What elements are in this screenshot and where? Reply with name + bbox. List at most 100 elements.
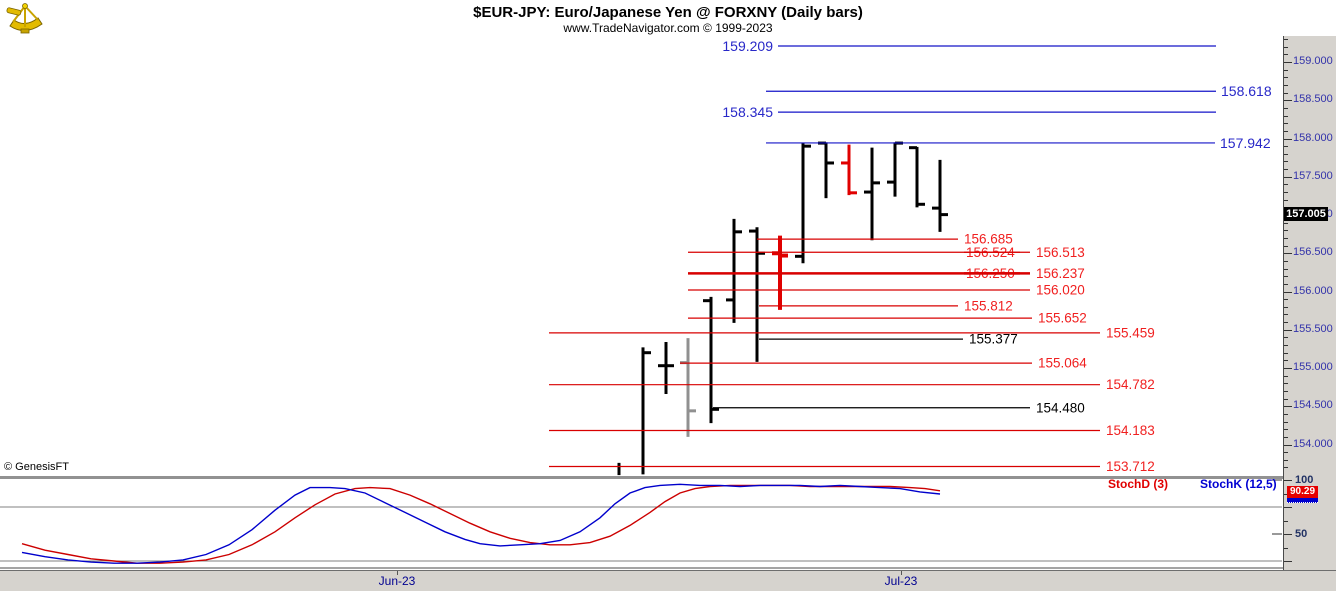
- stochk-value-badge: [1287, 498, 1318, 503]
- ohlc-bar: [749, 227, 765, 362]
- chart-title: $EUR-JPY: Euro/Japanese Yen @ FORXNY (Da…: [473, 4, 863, 21]
- price-axis-tick: [1284, 146, 1288, 148]
- price-level-label[interactable]: 155.377: [969, 332, 1018, 347]
- ohlc-bar: [641, 347, 651, 475]
- price-axis-tick: [1284, 222, 1288, 224]
- price-axis-tick: [1284, 54, 1288, 56]
- price-level-label[interactable]: 155.812: [964, 298, 1013, 313]
- ohlc-bar: [658, 341, 674, 395]
- price-level-label[interactable]: 155.652: [1038, 311, 1087, 326]
- price-axis-tick: [1284, 314, 1288, 316]
- stoch-axis-tick: [1284, 547, 1288, 549]
- stoch-axis-tick: [1284, 480, 1292, 481]
- price-axis-tick: [1284, 100, 1292, 102]
- genesisft-sextant-logo-icon: [6, 3, 43, 34]
- price-level-label[interactable]: 156.237: [1036, 266, 1085, 281]
- price-axis-tick: [1284, 375, 1288, 377]
- price-level-label[interactable]: 156.020: [1036, 282, 1085, 297]
- price-level-label[interactable]: 159.209: [722, 38, 773, 54]
- price-level-label[interactable]: 154.782: [1106, 377, 1155, 392]
- price-axis-tick: [1284, 421, 1288, 423]
- price-axis-tick: [1284, 352, 1288, 354]
- price-level-label[interactable]: 158.618: [1221, 83, 1272, 99]
- price-level-label[interactable]: 156.685: [964, 232, 1013, 247]
- ohlc-bar: [841, 144, 857, 196]
- stochd-value-badge: 90.29: [1287, 486, 1318, 498]
- price-axis-tick: [1284, 368, 1292, 369]
- stoch-axis-tick: [1284, 534, 1292, 535]
- stochd-line: [21, 484, 941, 564]
- price-axis-tick: [1284, 184, 1288, 186]
- price-level-label[interactable]: 157.942: [1220, 135, 1271, 151]
- price-axis-tick: [1284, 245, 1288, 247]
- price-axis-tick: [1284, 406, 1292, 408]
- price-axis-tick: [1284, 390, 1288, 392]
- stoch-axis-label: 100: [1295, 474, 1314, 486]
- price-level-label[interactable]: 156.513: [1036, 245, 1085, 260]
- ohlc-bar: [909, 146, 925, 208]
- price-axis-tick: [1284, 115, 1288, 117]
- price-axis-tick: [1284, 322, 1288, 324]
- price-axis: 157.005 90.29 159.000 158.500 158.000 157.5…: [1283, 36, 1336, 570]
- price-axis-label: 157.500: [1293, 169, 1333, 182]
- price-axis-tick: [1284, 398, 1288, 400]
- price-axis-tick: [1284, 268, 1288, 270]
- price-axis-tick: [1284, 413, 1288, 415]
- panel-separator: [0, 476, 1283, 479]
- price-axis-tick: [1284, 276, 1288, 278]
- price-axis-tick: [1284, 46, 1288, 48]
- price-axis-tick: [1284, 306, 1288, 308]
- ohlc-bar: [864, 147, 880, 241]
- price-axis-tick: [1284, 107, 1288, 109]
- date-axis-tick: [901, 571, 902, 575]
- stochastic-panel-canvas: [0, 479, 1283, 569]
- stochk-indicator-label: StochK (12,5): [1200, 477, 1277, 491]
- ohlc-bar: [932, 159, 948, 232]
- price-axis-tick: [1284, 199, 1288, 201]
- price-axis-tick: [1284, 130, 1288, 132]
- price-axis-tick: [1284, 283, 1288, 285]
- ohlc-bar: [703, 296, 719, 424]
- price-axis-tick: [1284, 77, 1288, 79]
- price-axis-tick: [1284, 84, 1288, 86]
- price-axis-tick: [1284, 360, 1288, 362]
- price-axis-tick: [1284, 329, 1292, 331]
- stoch-axis-tick: [1284, 561, 1292, 562]
- price-axis-label: 158.000: [1293, 131, 1333, 144]
- price-axis-tick: [1284, 69, 1288, 71]
- price-axis-tick: [1284, 383, 1288, 385]
- price-axis-tick: [1284, 337, 1288, 339]
- date-axis-label: Jun-23: [378, 574, 416, 588]
- price-axis-tick: [1284, 459, 1288, 461]
- price-level-label[interactable]: 153.712: [1106, 459, 1155, 474]
- price-level-label[interactable]: 158.345: [722, 104, 773, 120]
- price-axis-tick: [1284, 176, 1292, 178]
- price-axis-tick: [1284, 436, 1288, 438]
- stochd-indicator-label: StochD (3): [1108, 477, 1168, 491]
- price-axis-label: 154.500: [1293, 399, 1333, 412]
- price-axis-tick: [1284, 260, 1288, 262]
- price-level-label[interactable]: 155.459: [1106, 325, 1155, 340]
- price-axis-tick: [1284, 467, 1288, 469]
- price-axis-tick: [1284, 345, 1288, 347]
- ohlc-bar: [887, 141, 903, 197]
- date-axis-tick: [397, 571, 398, 575]
- price-axis-tick: [1284, 230, 1288, 232]
- last-price-badge: 157.005: [1284, 207, 1328, 221]
- ohlc-bar: [680, 338, 696, 437]
- price-axis-label: 156.000: [1293, 284, 1333, 297]
- price-level-label[interactable]: 154.480: [1036, 400, 1085, 415]
- price-axis-label: 158.500: [1293, 93, 1333, 106]
- price-axis-tick: [1284, 237, 1288, 239]
- price-axis-tick: [1284, 253, 1292, 255]
- date-axis-label: Jul-23: [884, 574, 918, 588]
- stoch-axis-tick: [1284, 520, 1288, 522]
- price-level-label[interactable]: 154.183: [1106, 423, 1155, 438]
- price-level-label[interactable]: 155.064: [1038, 356, 1087, 371]
- price-axis-tick: [1284, 123, 1288, 125]
- price-axis-label: 159.000: [1293, 55, 1333, 67]
- price-axis-tick: [1284, 153, 1288, 155]
- price-axis-label: 155.500: [1293, 322, 1333, 335]
- stoch-axis-tick: [1284, 507, 1292, 508]
- price-axis-tick: [1284, 92, 1288, 94]
